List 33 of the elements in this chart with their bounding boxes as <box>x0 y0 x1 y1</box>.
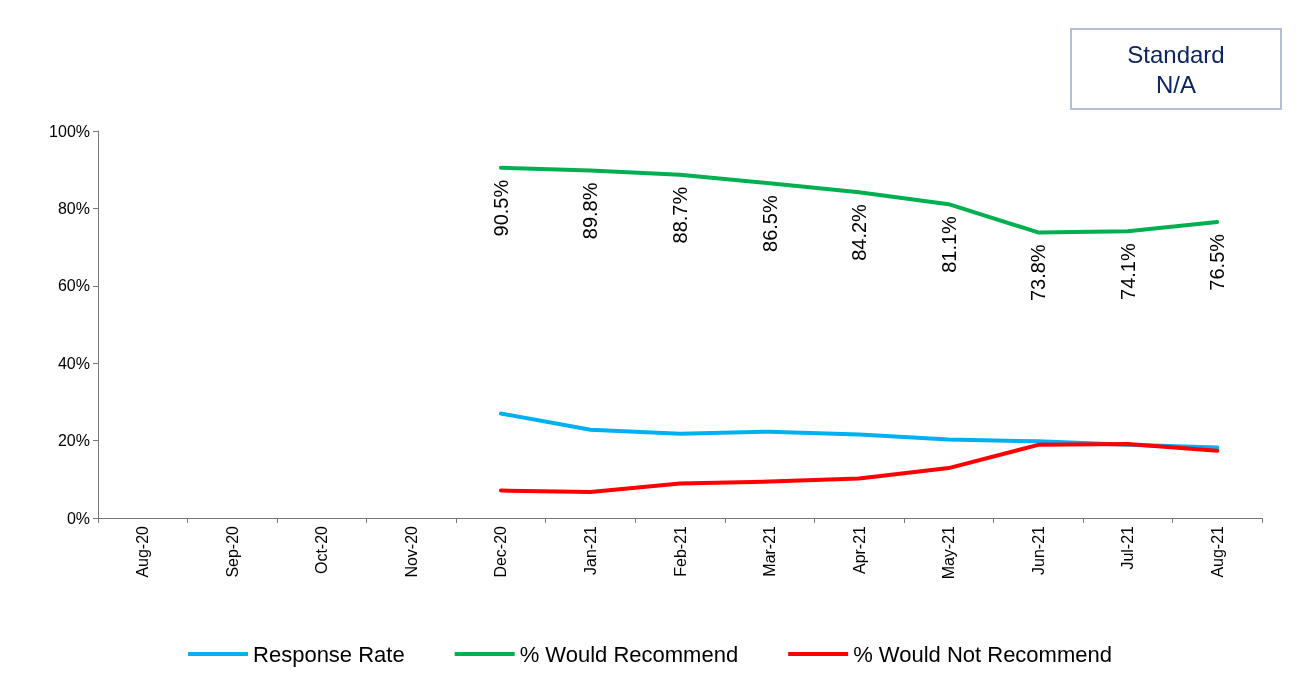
x-tick-label: Nov-20 <box>402 525 420 578</box>
data-label: 84.2% <box>848 203 871 261</box>
data-label: 76.5% <box>1206 233 1229 291</box>
text: Standard N/A <box>1127 40 1225 98</box>
data-label: 89.8% <box>579 182 602 240</box>
y-tick-label: 80% <box>57 199 90 217</box>
legend-label: % Would Not Recommend <box>853 641 1112 667</box>
x-tick-label: Feb-21 <box>671 525 689 577</box>
y-tick-label: 100% <box>49 122 90 140</box>
y-tick-label: 20% <box>57 432 90 450</box>
y-tick-label: 40% <box>57 354 90 372</box>
legend-label: % Would Recommend <box>519 641 739 667</box>
line-series <box>498 442 1220 495</box>
x-tick-label: Apr-21 <box>850 525 868 575</box>
x-tick-label: Jun-21 <box>1029 525 1047 575</box>
x-tick-label: Jan-21 <box>581 525 599 575</box>
x-tick-label: May-21 <box>940 525 958 580</box>
x-tick-label: Aug-21 <box>1208 525 1226 578</box>
data-label: 86.5% <box>758 195 781 252</box>
y-tick-label: 0% <box>66 509 90 527</box>
x-tick-label: Jul-21 <box>1119 525 1137 570</box>
y-tick-label: 60% <box>57 277 90 295</box>
data-label: 88.7% <box>669 186 691 244</box>
x-tick-label: Aug-20 <box>134 525 152 578</box>
x-tick-label: Oct-20 <box>313 525 331 575</box>
x-tick-label: Mar-21 <box>761 525 779 577</box>
data-label: 73.8% <box>1027 244 1050 302</box>
data-label: 74.1% <box>1116 243 1139 300</box>
x-tick-label: Dec-20 <box>492 525 510 578</box>
data-label: 90.5% <box>489 179 512 237</box>
data-label: 81.1% <box>937 215 960 273</box>
x-tick-label: Sep-20 <box>223 525 241 578</box>
legend-label: Response Rate <box>253 641 405 667</box>
